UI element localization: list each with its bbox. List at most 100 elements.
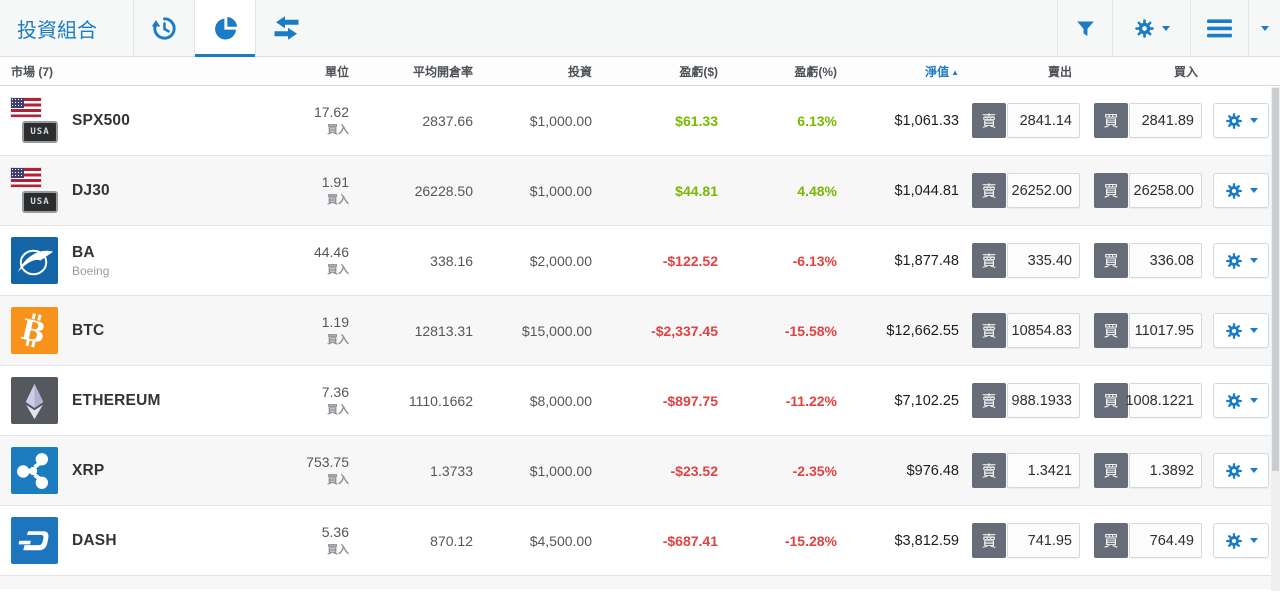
net-value: $3,812.59 [894, 532, 959, 549]
pl-usd-value: -$897.75 [662, 392, 718, 409]
pl-pct-value: 4.48% [797, 182, 837, 199]
net-value: $12,662.55 [886, 322, 959, 339]
avg-open-value: 1.3733 [430, 462, 473, 479]
buy-price: 336.08 [1129, 243, 1202, 278]
sell-button[interactable]: 賣 1.3421 [972, 453, 1080, 488]
buy-char: 買 [1094, 523, 1128, 558]
instrument-symbol: BTC [72, 321, 105, 339]
pl-pct-value: -6.13% [792, 252, 837, 269]
col-net-value[interactable]: 淨值 ▲ [837, 63, 959, 80]
tab-history[interactable] [133, 0, 194, 56]
units-value: 17.62 [313, 104, 349, 120]
col-units[interactable]: 單位 [324, 64, 349, 79]
sell-button[interactable]: 賣 10854.83 [972, 313, 1080, 348]
sell-button[interactable]: 賣 741.95 [972, 523, 1080, 558]
instrument-symbol: XRP [72, 461, 105, 479]
table-row-btc[interactable]: B BTC 1.19 買入 12813.31 $15,000.00 -$2,337… [0, 296, 1280, 366]
buy-button[interactable]: 買 2841.89 [1094, 103, 1202, 138]
col-invested[interactable]: 投資 [567, 64, 592, 79]
row-settings-dropdown[interactable] [1213, 523, 1269, 558]
sell-char: 賣 [972, 243, 1006, 278]
invested-value: $1,000.00 [529, 462, 592, 479]
direction-label: 買入 [327, 474, 349, 486]
row-settings-dropdown[interactable] [1213, 103, 1269, 138]
buy-button[interactable]: 買 26258.00 [1094, 173, 1202, 208]
svg-text:B: B [18, 312, 49, 351]
row-settings-dropdown[interactable] [1213, 313, 1269, 348]
row-settings-dropdown[interactable] [1213, 243, 1269, 278]
buy-button[interactable]: 買 1.3892 [1094, 453, 1202, 488]
col-avg-open[interactable]: 平均開倉率 [412, 64, 473, 79]
scrollbar-thumb[interactable] [1272, 88, 1279, 472]
gear-icon [1225, 392, 1243, 410]
pl-pct-value: -15.28% [784, 532, 837, 549]
transfer-arrows-icon [272, 15, 301, 41]
list-icon [1207, 18, 1232, 39]
sell-char: 賣 [972, 383, 1006, 418]
row-settings-dropdown[interactable] [1213, 383, 1269, 418]
toolbar-right [1057, 0, 1280, 56]
buy-button[interactable]: 買 336.08 [1094, 243, 1202, 278]
gear-icon [1225, 182, 1243, 200]
gear-icon [1225, 252, 1243, 270]
sell-button[interactable]: 賣 988.1933 [972, 383, 1080, 418]
col-market[interactable]: 市場 (7) [11, 64, 54, 79]
avg-open-value: 870.12 [430, 532, 473, 549]
buy-button[interactable]: 買 1008.1221 [1094, 383, 1202, 418]
col-sell[interactable]: 賣出 [1047, 64, 1072, 79]
buy-button[interactable]: 買 11017.95 [1094, 313, 1202, 348]
row-settings-dropdown[interactable] [1213, 453, 1269, 488]
avg-open-value: 1110.1662 [408, 392, 473, 409]
tab-trades[interactable] [255, 0, 316, 56]
table-row-xrp[interactable]: XRP 753.75 買入 1.3733 $1,000.00 -$23.52 -2… [0, 436, 1280, 506]
settings-dropdown[interactable] [1112, 0, 1190, 56]
partial-next-row [0, 576, 1280, 589]
chevron-down-icon [1249, 258, 1258, 263]
chevron-down-icon [1161, 25, 1170, 31]
sort-arrow-icon: ▲ [951, 67, 959, 77]
toolbar-spacer [316, 0, 1057, 56]
instrument-symbol: ETHEREUM [72, 391, 161, 409]
net-value: $1,044.81 [894, 182, 959, 199]
instrument-name: Boeing [72, 263, 110, 278]
tab-portfolio-chart[interactable] [194, 0, 255, 57]
sell-button[interactable]: 賣 335.40 [972, 243, 1080, 278]
col-pl-usd[interactable]: 盈虧($) [679, 64, 718, 79]
boeing-icon [11, 237, 58, 284]
buy-char: 買 [1094, 453, 1128, 488]
sell-char: 賣 [972, 453, 1006, 488]
buy-button[interactable]: 買 764.49 [1094, 523, 1202, 558]
scrollbar[interactable] [1271, 87, 1280, 591]
buy-char: 買 [1094, 243, 1128, 278]
ethereum-icon [11, 377, 58, 424]
table-row-spx500[interactable]: USA SPX500 17.62 買入 2837.66 $1,000.00 $61… [0, 86, 1280, 156]
col-buy[interactable]: 買入 [1173, 64, 1198, 79]
gear-icon [1225, 462, 1243, 480]
sell-button[interactable]: 賣 2841.14 [972, 103, 1080, 138]
chevron-down-icon [1249, 468, 1258, 473]
buy-char: 買 [1094, 313, 1128, 348]
buy-char: 買 [1094, 383, 1128, 418]
col-net-value-label: 淨值 [925, 64, 950, 79]
sell-price: 1.3421 [1007, 453, 1080, 488]
sell-price: 26252.00 [1007, 173, 1080, 208]
table-row-dash[interactable]: DASH 5.36 買入 870.12 $4,500.00 -$687.41 -1… [0, 506, 1280, 576]
table-row-ethereum[interactable]: ETHEREUM 7.36 買入 1110.1662 $8,000.00 -$89… [0, 366, 1280, 436]
chevron-down-icon [1249, 118, 1258, 123]
sell-price: 335.40 [1007, 243, 1080, 278]
table-row-dj30[interactable]: USA DJ30 1.91 買入 26228.50 $1,000.00 $44.8… [0, 156, 1280, 226]
col-pl-pct[interactable]: 盈虧(%) [794, 64, 837, 79]
row-settings-dropdown[interactable] [1213, 173, 1269, 208]
more-dropdown[interactable] [1248, 0, 1280, 56]
table-row-ba[interactable]: BA Boeing 44.46 買入 338.16 $2,000.00 -$122.… [0, 226, 1280, 296]
filter-button[interactable] [1057, 0, 1112, 56]
direction-label: 買入 [327, 334, 349, 346]
invested-value: $1,000.00 [529, 182, 592, 199]
avg-open-value: 12813.31 [414, 322, 473, 339]
pl-usd-value: -$2,337.45 [651, 322, 718, 339]
sell-button[interactable]: 賣 26252.00 [972, 173, 1080, 208]
pl-usd-value: -$122.52 [662, 252, 718, 269]
list-view-button[interactable] [1190, 0, 1248, 56]
invested-value: $8,000.00 [529, 392, 592, 409]
